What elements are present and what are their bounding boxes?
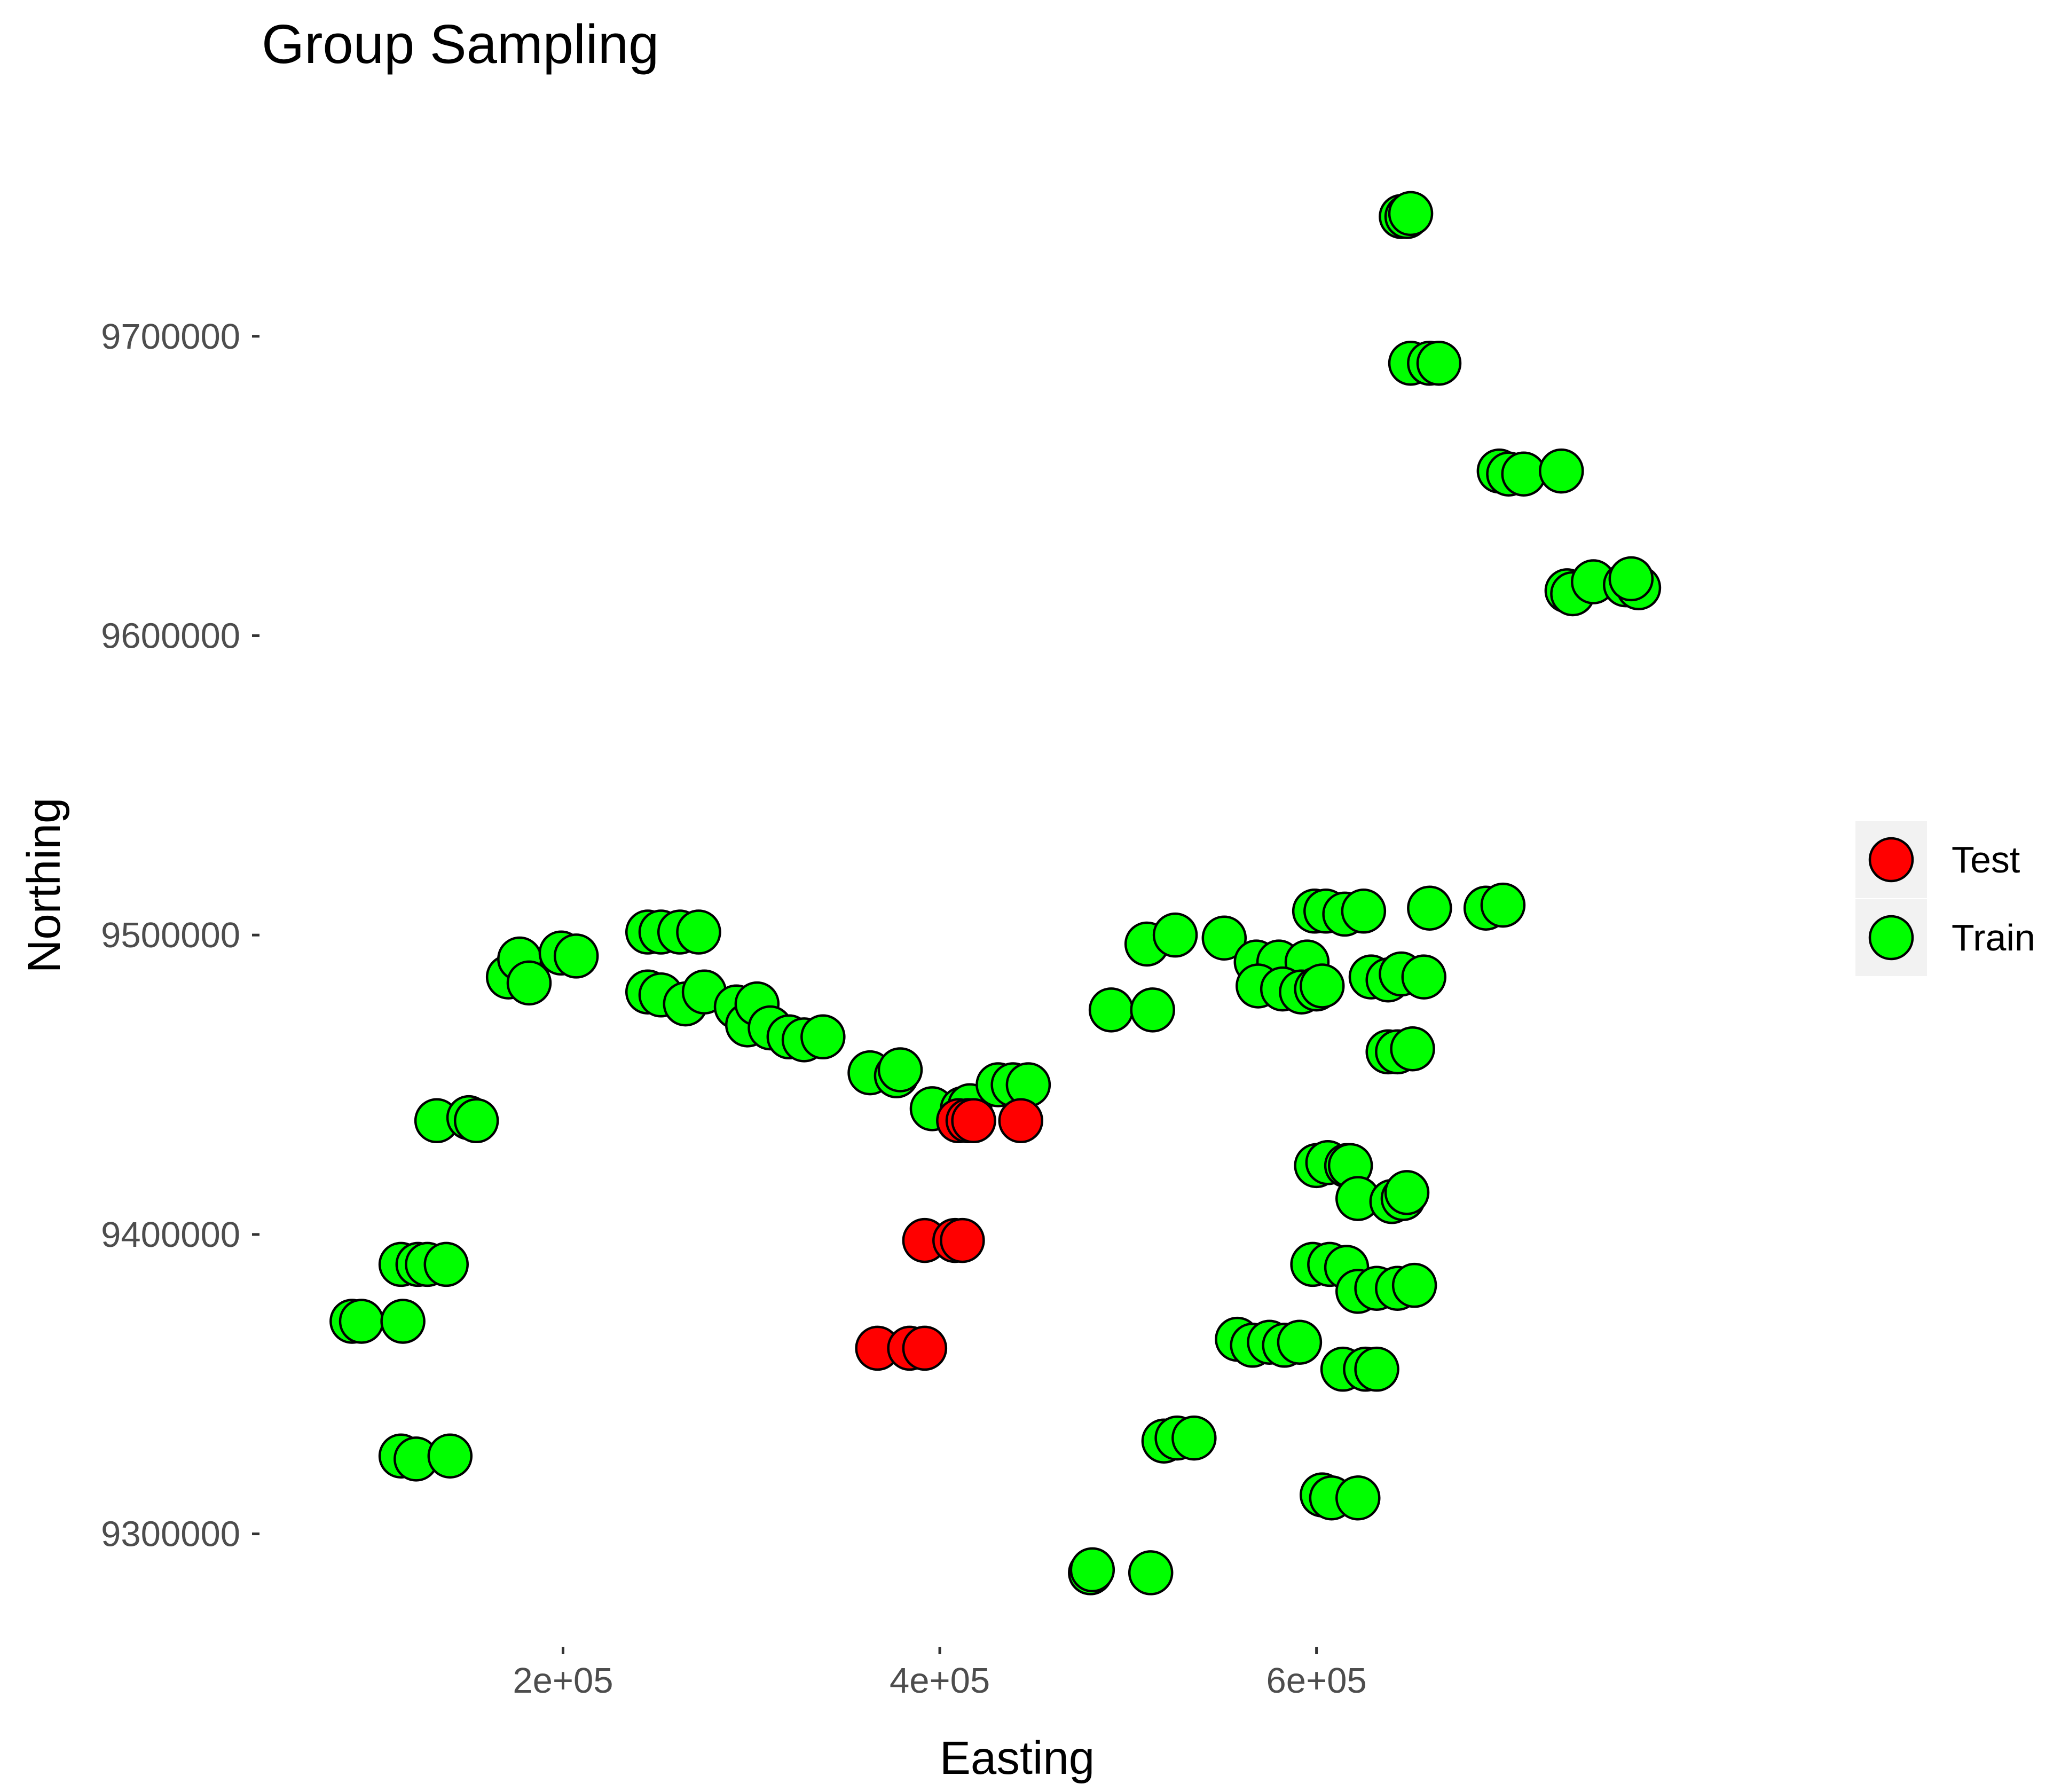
train-point bbox=[1539, 448, 1584, 494]
train-point bbox=[676, 909, 721, 955]
train-point bbox=[1608, 556, 1654, 602]
x-tick-label: 6e+05 bbox=[1266, 1661, 1367, 1701]
x-tick-label: 2e+05 bbox=[513, 1661, 613, 1701]
y-tick-label: 9600000 bbox=[101, 616, 240, 656]
train-point bbox=[453, 1098, 499, 1144]
legend: Test Train bbox=[1855, 821, 2035, 976]
test-point bbox=[940, 1217, 985, 1263]
train-point bbox=[1388, 191, 1434, 237]
train-point bbox=[1501, 451, 1546, 497]
train-point bbox=[1201, 915, 1247, 961]
y-axis: 9300000 9400000 9500000 9600000 9700000 bbox=[101, 317, 259, 1554]
train-point bbox=[1480, 882, 1526, 928]
train-point bbox=[1130, 987, 1175, 1033]
train-point bbox=[1341, 889, 1387, 934]
chart-title: Group Sampling bbox=[262, 13, 659, 75]
train-point bbox=[1152, 912, 1198, 958]
train-point bbox=[1416, 340, 1462, 386]
train-point bbox=[877, 1047, 923, 1093]
train-point bbox=[1354, 1346, 1399, 1392]
x-axis: 2e+05 4e+05 6e+05 bbox=[513, 1647, 1367, 1701]
train-point bbox=[1128, 1550, 1174, 1595]
train-point bbox=[380, 1299, 426, 1344]
train-point bbox=[1088, 987, 1134, 1033]
test-point bbox=[951, 1098, 996, 1144]
train-point bbox=[1407, 885, 1452, 931]
train-point bbox=[1335, 1475, 1381, 1521]
x-tick-label: 4e+05 bbox=[890, 1661, 990, 1701]
y-axis-title: Northing bbox=[18, 798, 70, 973]
train-point bbox=[423, 1241, 469, 1287]
train-point bbox=[1401, 954, 1446, 1000]
train-point bbox=[339, 1299, 384, 1344]
y-tick-label: 9700000 bbox=[101, 317, 240, 357]
train-point bbox=[1384, 1170, 1430, 1215]
x-axis-title: Easting bbox=[940, 1732, 1095, 1784]
legend-swatch-train bbox=[1868, 915, 1914, 961]
plot-points bbox=[329, 191, 1662, 1595]
train-point bbox=[800, 1014, 846, 1060]
train-point bbox=[427, 1433, 473, 1479]
train-point bbox=[553, 933, 599, 979]
legend-label-test: Test bbox=[1952, 839, 2020, 881]
y-tick-label: 9400000 bbox=[101, 1215, 240, 1255]
y-tick-label: 9300000 bbox=[101, 1514, 240, 1554]
test-point bbox=[902, 1325, 948, 1371]
train-point bbox=[1390, 1026, 1435, 1072]
test-point bbox=[998, 1098, 1044, 1144]
train-point bbox=[1277, 1319, 1323, 1365]
legend-label-train: Train bbox=[1952, 917, 2035, 958]
train-point bbox=[506, 960, 552, 1006]
train-point bbox=[1069, 1547, 1115, 1593]
train-point bbox=[1391, 1262, 1437, 1308]
legend-swatch-test bbox=[1868, 837, 1914, 883]
train-point bbox=[1171, 1415, 1217, 1461]
y-tick-label: 9500000 bbox=[101, 915, 240, 955]
train-point bbox=[1299, 963, 1345, 1009]
